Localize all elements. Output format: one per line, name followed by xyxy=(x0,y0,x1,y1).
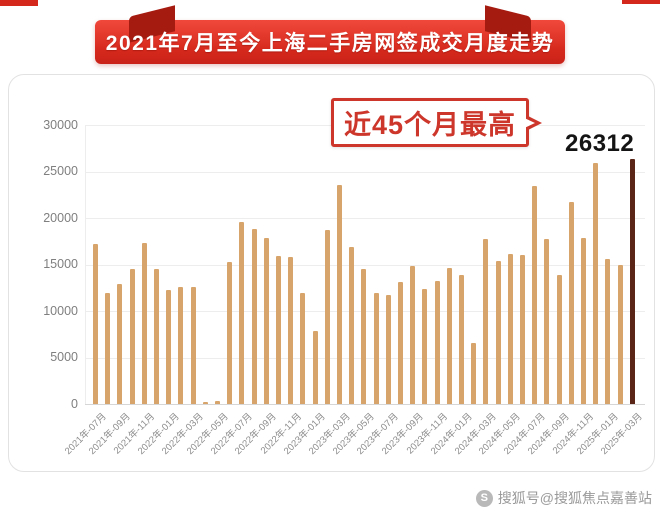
bar-2022-11 xyxy=(288,257,294,404)
watermark-text: 搜狐号@搜狐焦点嘉善站 xyxy=(497,490,652,506)
bar-2024-06 xyxy=(520,255,525,404)
bar-2025-01 xyxy=(605,258,611,404)
bar-2023-03 xyxy=(337,184,342,404)
y-axis-line xyxy=(85,125,86,404)
bar-2024-04 xyxy=(495,260,501,404)
gridline-15000 xyxy=(85,264,645,266)
y-tick-label: 30000 xyxy=(43,117,78,132)
bar-2024-10 xyxy=(568,202,574,404)
bar-2024-11 xyxy=(581,237,586,404)
bar-2024-03 xyxy=(483,239,489,404)
bar-2024-05 xyxy=(507,254,513,404)
bar-2024-09 xyxy=(556,274,562,404)
bar-2023-10 xyxy=(422,288,428,404)
bar-2024-01 xyxy=(459,274,464,404)
y-tick-label: 15000 xyxy=(43,257,78,271)
bar-2023-06 xyxy=(373,293,379,404)
bar-2022-03 xyxy=(190,286,196,404)
bar-2023-08 xyxy=(398,282,403,404)
sohu-logo-icon: S xyxy=(475,489,493,507)
bar-2022-05 xyxy=(215,401,220,404)
annotation-pointer-fill xyxy=(520,116,535,130)
bar-2022-01 xyxy=(166,289,172,404)
gridline-25000 xyxy=(85,171,645,173)
bar-2022-07 xyxy=(239,221,245,404)
top-left-red-sliver xyxy=(0,0,38,6)
bar-2024-08 xyxy=(544,239,550,404)
bar-2022-02 xyxy=(178,286,184,404)
bar-2025-03 xyxy=(629,159,635,404)
title-ribbon: 2021年7月至今上海二手房网签成交月度走势 xyxy=(95,5,565,64)
bar-2022-12 xyxy=(300,293,306,404)
bar-2023-02 xyxy=(324,230,330,404)
bar-2022-04 xyxy=(202,402,208,404)
watermark: S 搜狐号@搜狐焦点嘉善站 xyxy=(475,488,652,508)
bar-2025-02 xyxy=(617,265,623,404)
bar-2021-12 xyxy=(154,269,159,404)
bar-2022-09 xyxy=(263,237,269,404)
gridline-0 xyxy=(85,404,645,405)
bar-2023-11 xyxy=(434,281,440,404)
bar-2021-07 xyxy=(93,244,98,404)
bar-2024-07 xyxy=(532,186,538,404)
bar-2021-09 xyxy=(117,284,123,404)
y-tick-label: 5000 xyxy=(50,350,78,364)
bar-2023-05 xyxy=(361,269,367,404)
bar-2021-08 xyxy=(105,293,111,404)
gridline-20000 xyxy=(85,218,645,219)
bar-2022-06 xyxy=(227,261,233,404)
chart-title: 2021年7月至今上海二手房网签成交月度走势 xyxy=(105,32,555,55)
y-tick-label: 25000 xyxy=(43,164,78,178)
bar-2023-09 xyxy=(410,266,416,404)
y-tick-label: 10000 xyxy=(43,303,78,318)
y-tick-label: 20000 xyxy=(43,210,78,225)
bar-2024-02 xyxy=(471,342,477,404)
y-tick-label: 0 xyxy=(71,396,78,411)
bar-2021-11 xyxy=(141,243,147,404)
top-right-red-sliver xyxy=(622,0,660,4)
bar-2022-08 xyxy=(251,229,257,404)
bar-2023-01 xyxy=(312,331,318,404)
peak-value-label: 26312 xyxy=(565,130,635,157)
bar-2023-04 xyxy=(349,246,355,404)
bar-2021-10 xyxy=(129,269,135,404)
bar-2024-12 xyxy=(593,163,599,404)
bar-2022-10 xyxy=(276,256,281,404)
annotation-label: 近45个月最高 xyxy=(343,110,517,140)
bar-2023-12 xyxy=(446,268,452,404)
bar-2023-07 xyxy=(385,295,391,404)
highlight-annotation-box: 近45个月最高 xyxy=(331,98,529,147)
